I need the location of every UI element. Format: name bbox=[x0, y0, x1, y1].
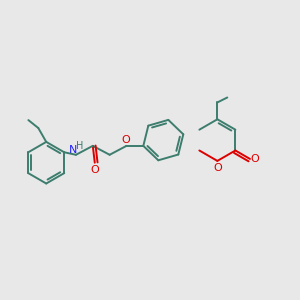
Text: N: N bbox=[69, 145, 77, 155]
Text: O: O bbox=[213, 163, 222, 173]
Text: H: H bbox=[76, 141, 84, 151]
Text: O: O bbox=[250, 154, 259, 164]
Text: O: O bbox=[90, 165, 99, 175]
Text: O: O bbox=[121, 135, 130, 145]
